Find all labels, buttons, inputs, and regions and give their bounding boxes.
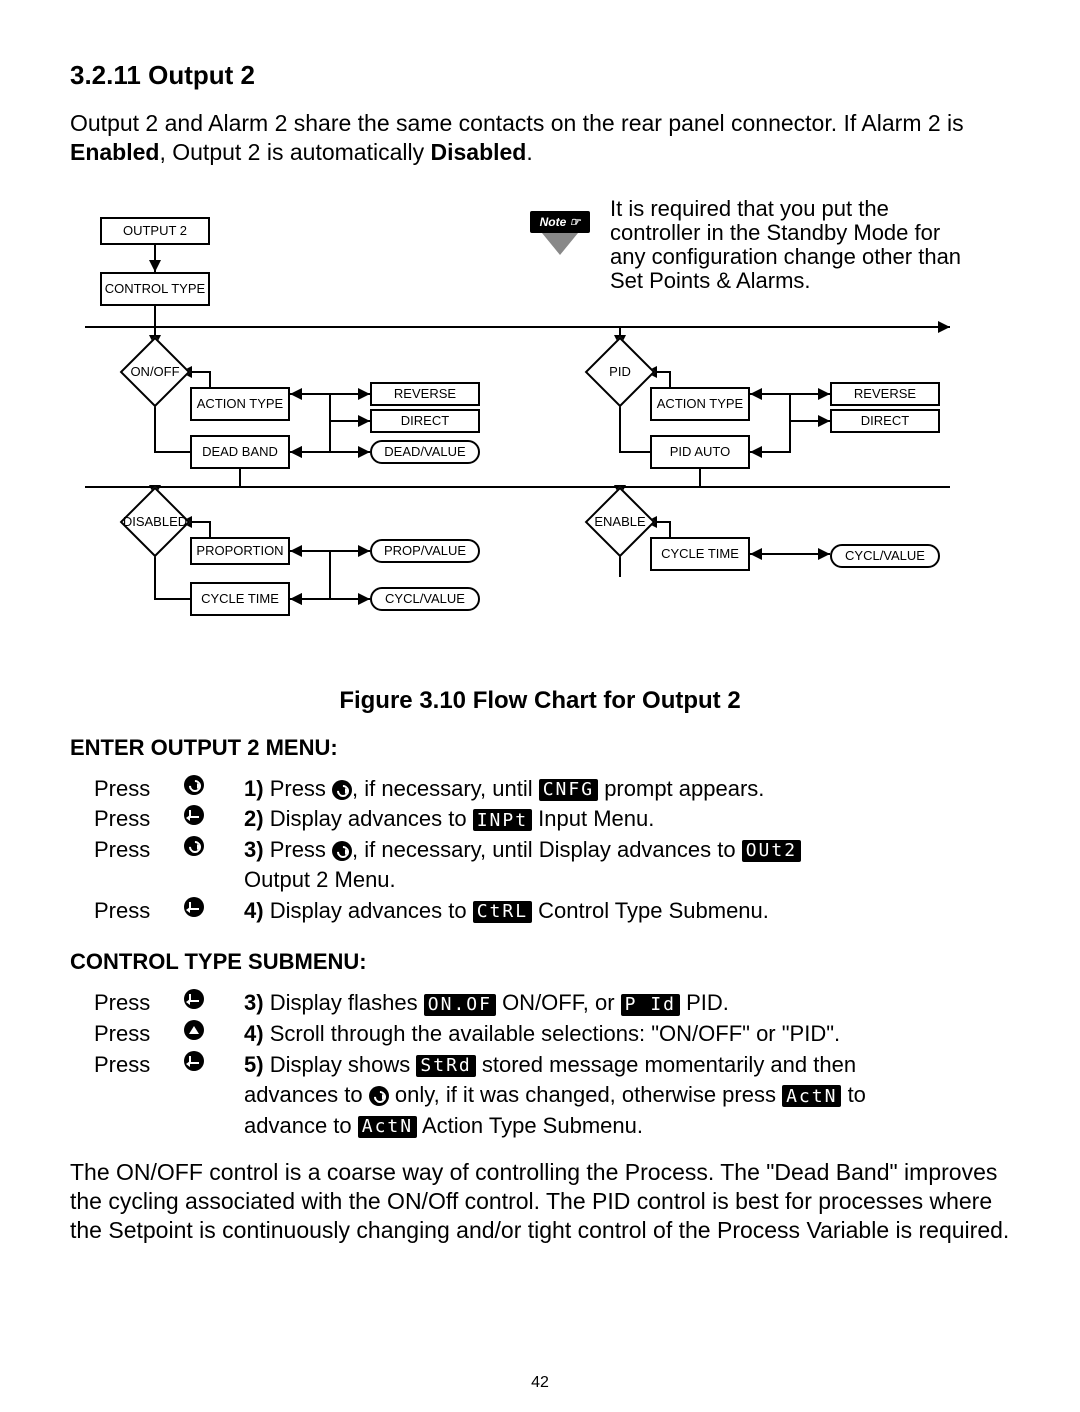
- node-pid: PID: [595, 347, 645, 397]
- menu-icon: [332, 780, 352, 800]
- figure-caption: Figure 3.10 Flow Chart for Output 2: [70, 687, 1010, 715]
- enter-icon: [184, 805, 204, 825]
- enter-icon: [184, 1051, 204, 1071]
- lcd-badge: StRd: [416, 1055, 475, 1077]
- up-icon: [184, 1020, 204, 1040]
- page-number: 42: [0, 1374, 1080, 1392]
- node-reverse_r: REVERSE: [830, 382, 940, 406]
- node-action_type_r: ACTION TYPE: [650, 387, 750, 421]
- node-dead_band: DEAD BAND: [190, 435, 290, 469]
- node-reverse_l: REVERSE: [370, 382, 480, 406]
- section-heading: 3.2.11 Output 2: [70, 60, 1010, 91]
- step-row: Press4) Scroll through the available sel…: [70, 1020, 1010, 1049]
- step-row: Press3) Display flashes ON.OF ON/OFF, or…: [70, 989, 1010, 1018]
- control-type-heading: CONTROL TYPE SUBMENU:: [70, 949, 1010, 975]
- menu-icon: [184, 836, 204, 856]
- node-pid_auto: PID AUTO: [650, 435, 750, 469]
- step-row: advances to only, if it was changed, oth…: [70, 1081, 1010, 1110]
- section-intro: Output 2 and Alarm 2 share the same cont…: [70, 109, 1010, 167]
- menu-icon: [369, 1086, 389, 1106]
- node-cycl_value_r: CYCL/VALUE: [830, 544, 940, 568]
- lcd-badge: INPt: [473, 809, 532, 831]
- node-direct_r: DIRECT: [830, 409, 940, 433]
- node-enable: ENABLE: [595, 497, 645, 547]
- enter-icon: [184, 989, 204, 1009]
- lcd-badge: OUt2: [742, 840, 801, 862]
- node-prop_value: PROP/VALUE: [370, 539, 480, 563]
- node-onoff: ON/OFF: [130, 347, 180, 397]
- step-row: Output 2 Menu.: [70, 866, 1010, 895]
- lcd-badge: P Id: [621, 994, 680, 1016]
- step-row: advance to ActN Action Type Submenu.: [70, 1112, 1010, 1141]
- lcd-badge: ON.OF: [424, 994, 496, 1016]
- enter-output2-steps: Press1) Press , if necessary, until CNFG…: [70, 775, 1010, 926]
- note-badge-triangle: [542, 233, 578, 255]
- node-cycl_value_l: CYCL/VALUE: [370, 587, 480, 611]
- node-cycle_time_r: CYCLE TIME: [650, 537, 750, 571]
- node-proportion: PROPORTION: [190, 537, 290, 565]
- step-row: Press5) Display shows StRd stored messag…: [70, 1051, 1010, 1080]
- node-action_type_l: ACTION TYPE: [190, 387, 290, 421]
- lcd-badge: ActN: [782, 1085, 841, 1107]
- enter-icon: [184, 897, 204, 917]
- node-cycle_time_l: CYCLE TIME: [190, 582, 290, 616]
- step-row: Press3) Press , if necessary, until Disp…: [70, 836, 1010, 865]
- node-output2: OUTPUT 2: [100, 217, 210, 245]
- node-disabled: DISABLED: [130, 497, 180, 547]
- menu-icon: [184, 775, 204, 795]
- lcd-badge: CtRL: [473, 901, 532, 923]
- note-badge: Note ☞: [530, 211, 590, 233]
- step-row: Press4) Display advances to CtRL Control…: [70, 897, 1010, 926]
- node-dead_value: DEAD/VALUE: [370, 440, 480, 464]
- control-type-steps: Press3) Display flashes ON.OF ON/OFF, or…: [70, 989, 1010, 1140]
- lcd-badge: CNFG: [539, 779, 598, 801]
- lcd-badge: ActN: [358, 1116, 417, 1138]
- node-control_type: CONTROL TYPE: [100, 272, 210, 306]
- enter-output2-heading: ENTER OUTPUT 2 MENU:: [70, 735, 1010, 761]
- closing-paragraph: The ON/OFF control is a coarse way of co…: [70, 1158, 1010, 1244]
- step-row: Press1) Press , if necessary, until CNFG…: [70, 775, 1010, 804]
- node-direct_l: DIRECT: [370, 409, 480, 433]
- menu-icon: [332, 841, 352, 861]
- flowchart: Note ☞ It is required that you put the c…: [70, 197, 1010, 667]
- step-row: Press2) Display advances to INPt Input M…: [70, 805, 1010, 834]
- note-text: It is required that you put the controll…: [610, 197, 970, 294]
